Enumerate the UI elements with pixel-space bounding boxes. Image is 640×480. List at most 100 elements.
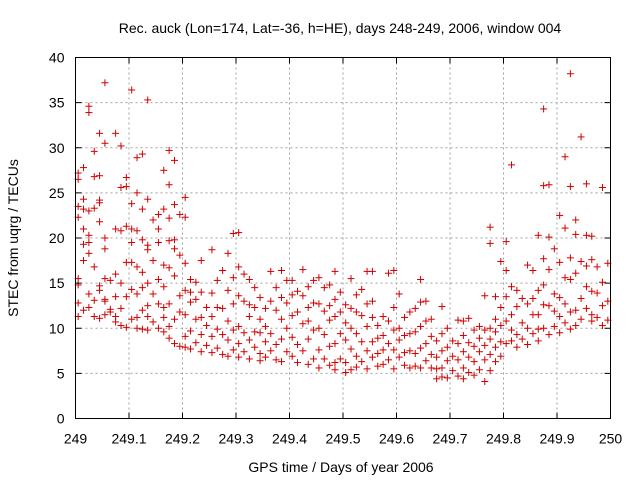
data-point <box>165 214 173 222</box>
data-point <box>438 303 446 311</box>
data-point <box>106 308 114 316</box>
data-point <box>534 311 542 319</box>
data-point <box>229 300 237 308</box>
data-point <box>438 364 446 372</box>
data-point <box>588 256 596 264</box>
data-point <box>208 313 216 321</box>
data-point <box>154 324 162 332</box>
data-point <box>85 290 93 298</box>
data-point <box>85 102 93 110</box>
data-point <box>540 255 548 263</box>
data-point <box>352 352 360 360</box>
data-point <box>336 355 344 363</box>
data-point <box>326 316 334 324</box>
data-point <box>342 368 350 376</box>
data-point <box>384 356 392 364</box>
data-point <box>80 164 88 172</box>
data-point <box>561 319 569 327</box>
data-point <box>165 237 173 245</box>
data-point <box>486 367 494 375</box>
data-point <box>80 257 88 265</box>
data-point <box>598 302 606 310</box>
chart-title: Rec. auck (Lon=174, Lat=-36, h=HE), days… <box>119 20 562 36</box>
data-point <box>588 232 596 240</box>
data-point <box>374 362 382 370</box>
data-point <box>213 303 221 311</box>
data-point <box>128 86 136 94</box>
data-point <box>598 278 606 286</box>
data-point <box>406 347 414 355</box>
data-point <box>465 339 473 347</box>
data-point <box>128 315 136 323</box>
data-point <box>411 350 419 358</box>
data-point <box>497 303 505 311</box>
data-point <box>459 331 467 339</box>
data-point <box>294 359 302 367</box>
data-point <box>203 322 211 330</box>
data-point <box>449 352 457 360</box>
data-point <box>550 290 558 298</box>
data-point <box>481 356 489 364</box>
data-point <box>491 293 499 301</box>
data-point <box>497 257 505 265</box>
data-point <box>406 330 414 338</box>
data-point <box>427 315 435 323</box>
data-point <box>550 245 558 253</box>
data-point <box>561 153 569 161</box>
data-point <box>272 356 280 364</box>
data-point <box>406 364 414 372</box>
data-point <box>491 343 499 351</box>
data-point <box>213 276 221 284</box>
data-point <box>181 286 189 294</box>
data-point <box>80 306 88 314</box>
data-point <box>368 313 376 321</box>
data-point <box>556 329 564 337</box>
data-point <box>80 240 88 248</box>
data-point <box>144 302 152 310</box>
data-point <box>438 330 446 338</box>
data-point <box>411 362 419 370</box>
data-point <box>454 356 462 364</box>
data-point <box>138 205 146 213</box>
data-point <box>566 308 574 316</box>
data-point <box>299 347 307 355</box>
data-point <box>582 231 590 239</box>
data-point <box>561 300 569 308</box>
data-point <box>229 326 237 334</box>
data-point <box>331 359 339 367</box>
data-point <box>475 348 483 356</box>
data-point <box>443 357 451 365</box>
data-point <box>256 350 264 358</box>
data-point <box>401 331 409 339</box>
data-point <box>566 70 574 78</box>
data-point <box>593 313 601 321</box>
data-point <box>465 353 473 361</box>
data-point <box>368 267 376 275</box>
data-point <box>486 324 494 332</box>
data-point <box>122 222 130 230</box>
data-point <box>192 315 200 323</box>
data-point <box>465 368 473 376</box>
data-point <box>256 329 264 337</box>
data-point <box>122 174 130 182</box>
data-point <box>315 274 323 282</box>
data-point <box>342 336 350 344</box>
data-point <box>170 272 178 280</box>
data-point <box>251 328 259 336</box>
data-point <box>160 261 168 269</box>
data-point <box>203 303 211 311</box>
data-point <box>358 358 366 366</box>
data-point <box>203 341 211 349</box>
data-point <box>133 263 141 271</box>
data-point <box>545 331 553 339</box>
data-point <box>133 290 141 298</box>
data-point <box>427 364 435 372</box>
data-point <box>294 287 302 295</box>
data-point <box>508 326 516 334</box>
data-point <box>566 325 574 333</box>
data-point <box>197 313 205 321</box>
data-point <box>138 306 146 314</box>
x-tick-label: 249.6 <box>379 431 414 447</box>
data-point <box>272 340 280 348</box>
data-point <box>165 181 173 189</box>
